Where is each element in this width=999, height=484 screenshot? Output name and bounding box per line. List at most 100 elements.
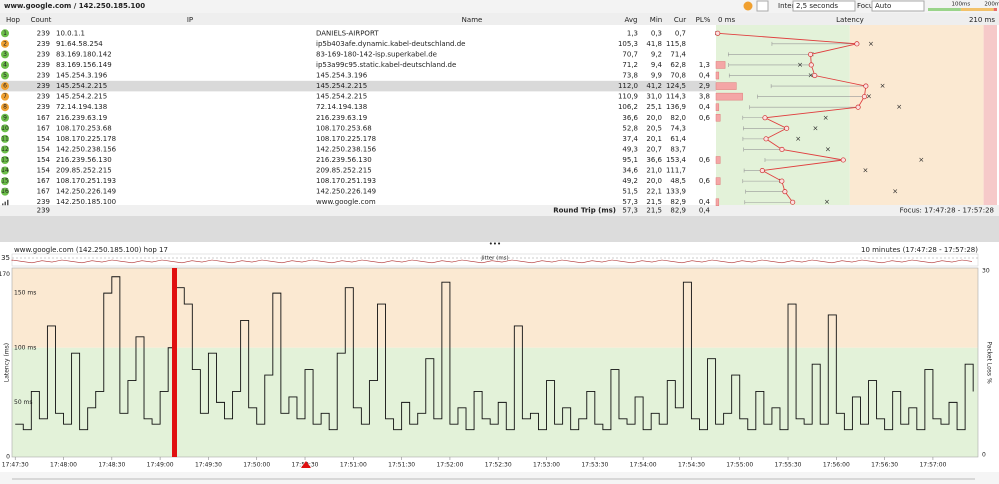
name-cell: DANIELS-AIRPORT: [316, 29, 379, 37]
avg-point: [861, 94, 867, 100]
ip-cell: 83.169.156.149: [56, 61, 112, 69]
avg-point: [782, 189, 788, 195]
name-cell: 108.170.253.68: [316, 124, 372, 132]
count-cell: 239: [37, 50, 50, 58]
packet-loss-bar: [715, 198, 720, 206]
column-header[interactable]: Avg: [625, 16, 638, 24]
avg-cell: 34,6: [622, 167, 638, 175]
min-cell: 0,3: [651, 29, 662, 37]
hop-number: 12: [1, 146, 9, 153]
y-tick-label: 0: [6, 454, 10, 461]
column-header[interactable]: PL%: [696, 16, 711, 24]
min-cell: 25,1: [646, 103, 662, 111]
ip-cell: 108.170.251.193: [56, 177, 116, 185]
avg-cell: 105,3: [618, 40, 638, 48]
hop-number: 9: [3, 114, 7, 121]
ip-cell: 216.239.63.19: [56, 114, 107, 122]
focus-select[interactable]: [871, 0, 925, 12]
min-cell: 41,2: [646, 82, 662, 90]
ip-cell: 72.14.194.138: [56, 103, 107, 111]
cur-cell: 0,7: [675, 29, 686, 37]
graph-icon[interactable]: [7, 199, 9, 206]
focus-marker[interactable]: [301, 461, 311, 468]
packet-loss-bar: [715, 156, 721, 164]
min-cell: 22,1: [646, 188, 662, 196]
name-cell: 108.170.225.178: [316, 135, 376, 143]
name-cell: 216.239.63.19: [316, 114, 367, 122]
avg-cell: 110,9: [618, 93, 638, 101]
column-header[interactable]: Min: [650, 16, 662, 24]
avg-point: [863, 83, 869, 89]
avg-cell: 95,1: [622, 156, 638, 164]
cur-marker: ×: [823, 114, 829, 122]
jitter-line: [11, 259, 973, 264]
options-dropdown[interactable]: [756, 0, 769, 12]
y2-axis-label: Packet Loss %: [986, 341, 993, 384]
cur-cell: 115,8: [666, 40, 686, 48]
avg-cell: 71,2: [622, 61, 638, 69]
count-cell: 239: [37, 93, 50, 101]
pause-button[interactable]: [743, 1, 753, 11]
splitter-handle[interactable]: •••: [489, 240, 501, 248]
count-cell: 167: [37, 188, 50, 196]
interval-select[interactable]: [792, 0, 856, 12]
packet-loss-bar: [715, 177, 721, 185]
pl-cell: 0,4: [699, 103, 711, 111]
avg-cell: 52,8: [622, 124, 638, 132]
ip-cell: 91.64.58.254: [56, 40, 103, 48]
cur-marker: ×: [825, 145, 831, 153]
column-header[interactable]: Cur: [674, 16, 686, 24]
x-tick-label: 17:52:30: [485, 462, 512, 469]
x-tick-label: 17:55:00: [726, 462, 753, 469]
y2-tick-label: 30: [982, 268, 990, 275]
pl-cell: 0,6: [699, 156, 711, 164]
column-header[interactable]: Count: [31, 16, 52, 24]
column-header[interactable]: IP: [187, 16, 193, 24]
ip-cell: 209.85.252.215: [56, 167, 112, 175]
name-cell: ip5b403afe.dynamic.kabel-deutschland.de: [316, 40, 465, 48]
graph-icon[interactable]: [4, 201, 7, 206]
scrollbar[interactable]: [0, 472, 999, 484]
pl-cell: 0,4: [699, 72, 711, 80]
avg-cell: 73,8: [622, 72, 638, 80]
cur-cell: 153,4: [666, 156, 687, 164]
avg-point: [762, 115, 768, 121]
latency-tick-label: 0 ms: [718, 16, 735, 24]
packet-loss-bar: [715, 114, 721, 122]
min-cell: 41,8: [646, 40, 662, 48]
packet-loss-bar: [715, 103, 720, 111]
avg-point: [715, 30, 721, 36]
min-cell: 20,0: [646, 114, 662, 122]
latency-zone-bad: [983, 25, 997, 205]
min-cell: 9,9: [651, 72, 662, 80]
column-header[interactable]: Latency: [836, 16, 864, 24]
packet-loss-bar: [715, 82, 737, 90]
count-cell: 239: [37, 72, 50, 80]
hop-badge: [1, 145, 9, 154]
column-header[interactable]: Name: [462, 16, 483, 24]
cur-cell: 111,7: [666, 167, 686, 175]
cur-marker: ×: [824, 198, 830, 206]
pl-cell: 0,6: [699, 177, 711, 185]
legend-label: 200ms: [984, 2, 999, 8]
cur-marker: ×: [880, 82, 886, 90]
time-cursor[interactable]: [172, 268, 177, 457]
graph-icon[interactable]: [2, 203, 4, 206]
name-cell: 145.254.2.215: [316, 93, 367, 101]
pl-cell: 0,4: [699, 198, 711, 206]
summary-avg: 57,3: [622, 207, 638, 215]
selected-row: [0, 80, 716, 92]
avg-point: [779, 178, 785, 184]
avg-point: [779, 146, 785, 152]
hop-badge: [1, 50, 9, 59]
ip-cell: 142.250.238.156: [56, 145, 117, 153]
column-header[interactable]: Hop: [6, 16, 21, 24]
avg-cell: 37,4: [622, 135, 638, 143]
ip-cell: 10.0.1.1: [56, 29, 85, 37]
min-cell: 20,5: [646, 124, 662, 132]
latency-zone-warn: [849, 25, 984, 205]
hop-number: 15: [1, 178, 9, 185]
ip-cell: 108.170.253.68: [56, 124, 112, 132]
avg-cell: 49,2: [622, 177, 638, 185]
